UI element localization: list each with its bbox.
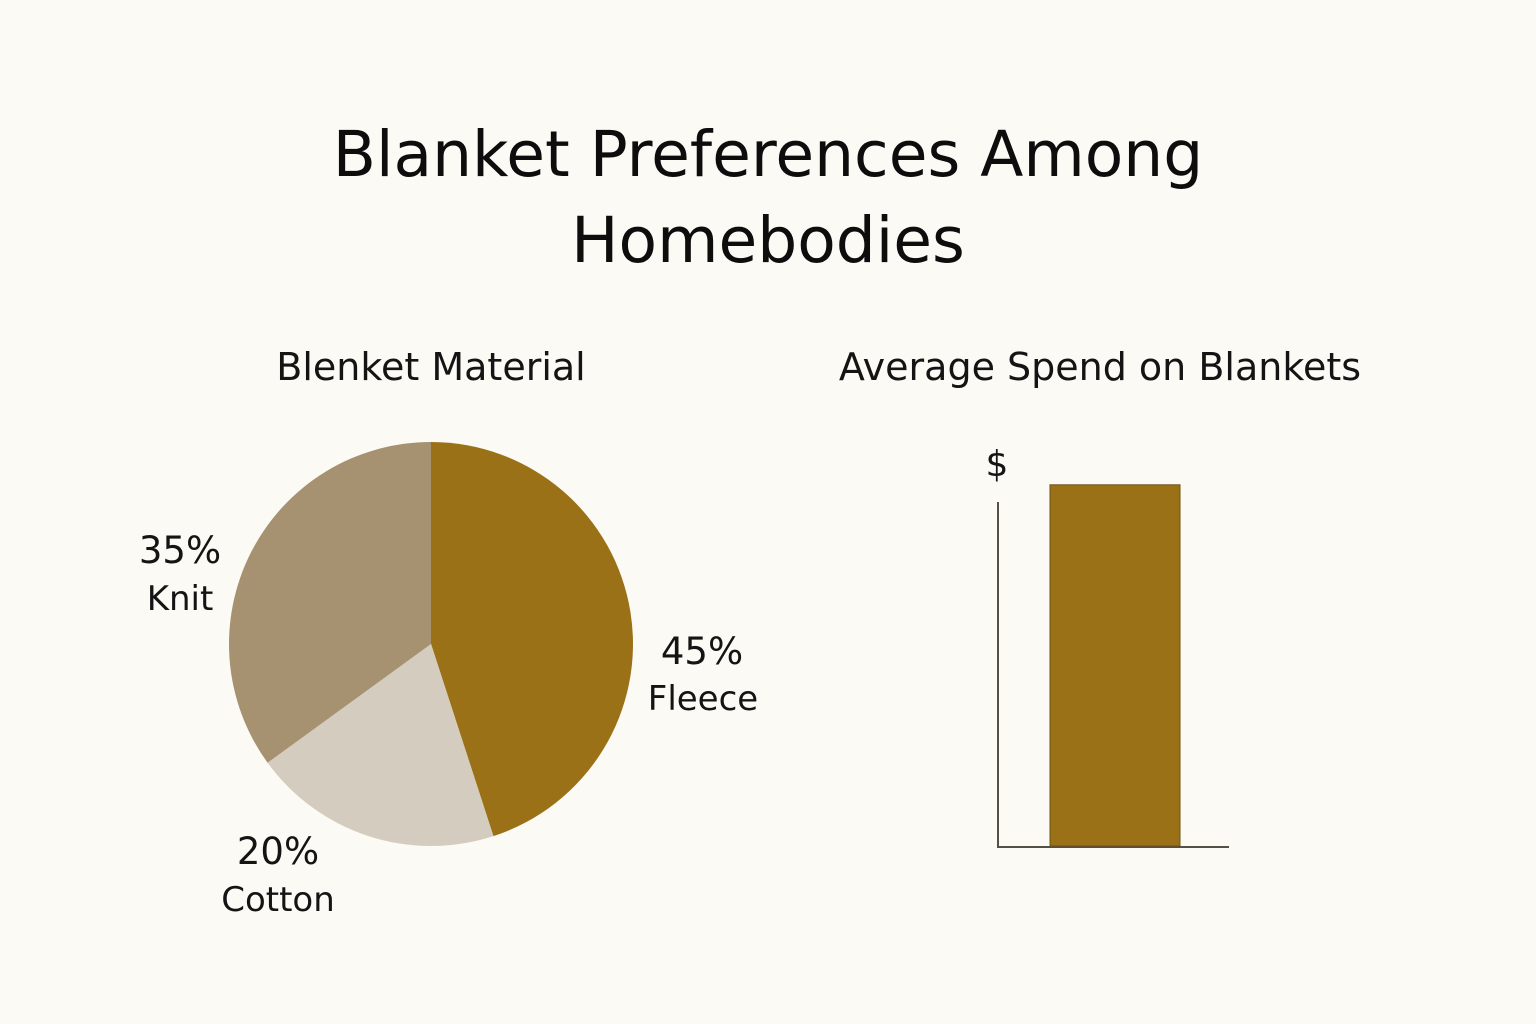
pie-slice-knit: [229, 442, 431, 763]
pie-category-label-knit: Knit: [147, 579, 214, 619]
pie-value-label-cotton: 20%: [237, 830, 319, 873]
pie-slice-cotton: [267, 644, 494, 846]
page-title: Blanket Preferences Among Homebodies: [0, 112, 1536, 284]
pie-chart: Blenket Material 45% Fleece 20% Cotton 3…: [139, 345, 758, 920]
pie-slice-fleece: [431, 442, 633, 837]
pie-category-label-fleece: Fleece: [648, 679, 758, 719]
pie-chart-title: Blenket Material: [276, 345, 585, 389]
pie-value-label-knit: 35%: [139, 529, 221, 572]
bar-chart-bars: [1049, 484, 1181, 847]
pie-category-label-cotton: Cotton: [221, 880, 335, 920]
bar-chart-title: Average Spend on Blankets: [839, 345, 1361, 389]
bar-chart-y-axis-label: $: [986, 444, 1009, 485]
page-title-line-1: Blanket Preferences Among: [332, 118, 1204, 191]
bar-chart: Average Spend on Blankets $: [839, 345, 1361, 848]
pie-slices: [229, 442, 633, 846]
pie-value-label-fleece: 45%: [661, 630, 743, 673]
bar-0: [1049, 484, 1181, 847]
page-title-line-2: Homebodies: [571, 204, 965, 277]
